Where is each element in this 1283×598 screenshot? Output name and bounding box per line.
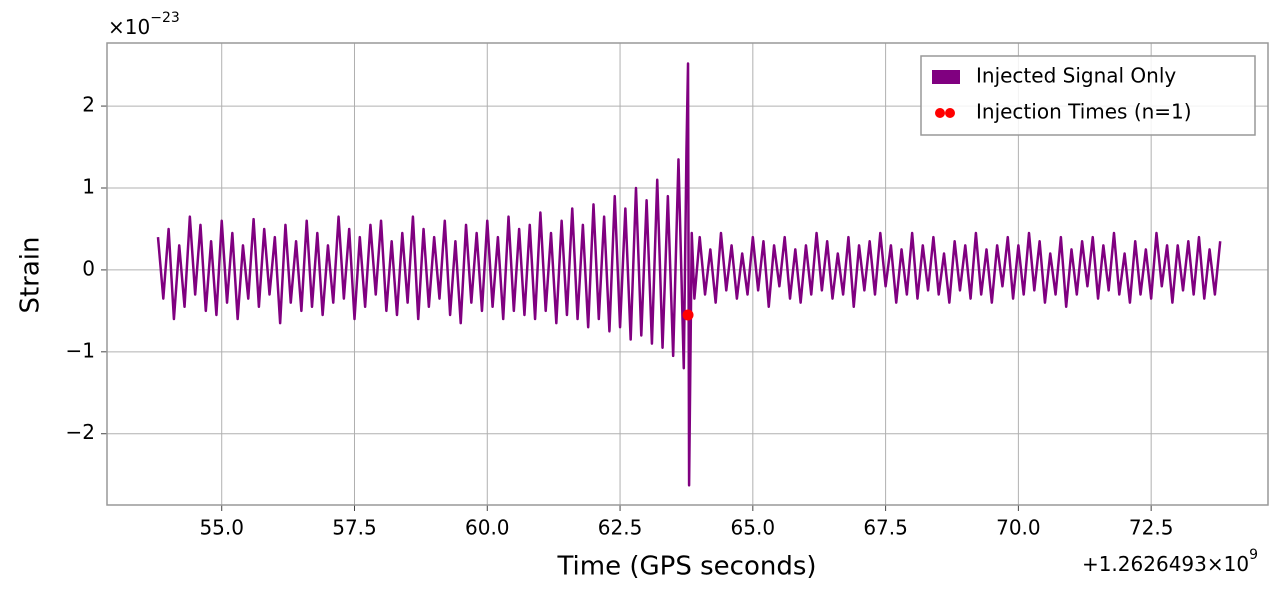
y-axis-label: Strain (16, 236, 46, 313)
y-offset: ×10−23 (108, 10, 180, 39)
x-offset-base: +1.2626493×10 (1082, 552, 1249, 576)
x-tick-label: 60.0 (465, 516, 510, 540)
injection-point (682, 309, 694, 321)
axes-frame (106, 42, 1269, 506)
x-tick-label: 55.0 (199, 516, 244, 540)
legend-marker (945, 108, 955, 118)
y-tick-label: 0 (82, 256, 95, 280)
y-tick-label: 2 (82, 93, 95, 117)
legend-label: Injection Times (n=1) (976, 100, 1192, 124)
y-tick-label: −2 (66, 420, 95, 444)
x-offset: +1.2626493×109 (1082, 547, 1258, 576)
plot (156, 62, 1222, 487)
x-axis-label: Time (GPS seconds) (556, 552, 816, 582)
x-tick-label: 67.5 (863, 516, 908, 540)
legend-label: Injected Signal Only (976, 64, 1176, 88)
x-tick-label: 62.5 (598, 516, 643, 540)
y-offset-exponent: −23 (150, 10, 180, 26)
x-tick-label: 70.0 (996, 516, 1041, 540)
legend: Injected Signal Only Injection Times (n=1… (920, 55, 1256, 136)
x-tick-label: 57.5 (332, 516, 377, 540)
y-offset-base: ×10 (108, 15, 150, 39)
signal-line (156, 62, 1222, 487)
legend-swatch (932, 70, 960, 84)
y-tick-label: 1 (82, 174, 95, 198)
legend-marker (935, 108, 945, 118)
x-offset-exponent: 9 (1249, 547, 1258, 563)
legend-box (920, 55, 1256, 136)
x-tick-label: 65.0 (731, 516, 776, 540)
x-tick-label: 72.5 (1129, 516, 1174, 540)
y-tick-label: −1 (66, 338, 95, 362)
